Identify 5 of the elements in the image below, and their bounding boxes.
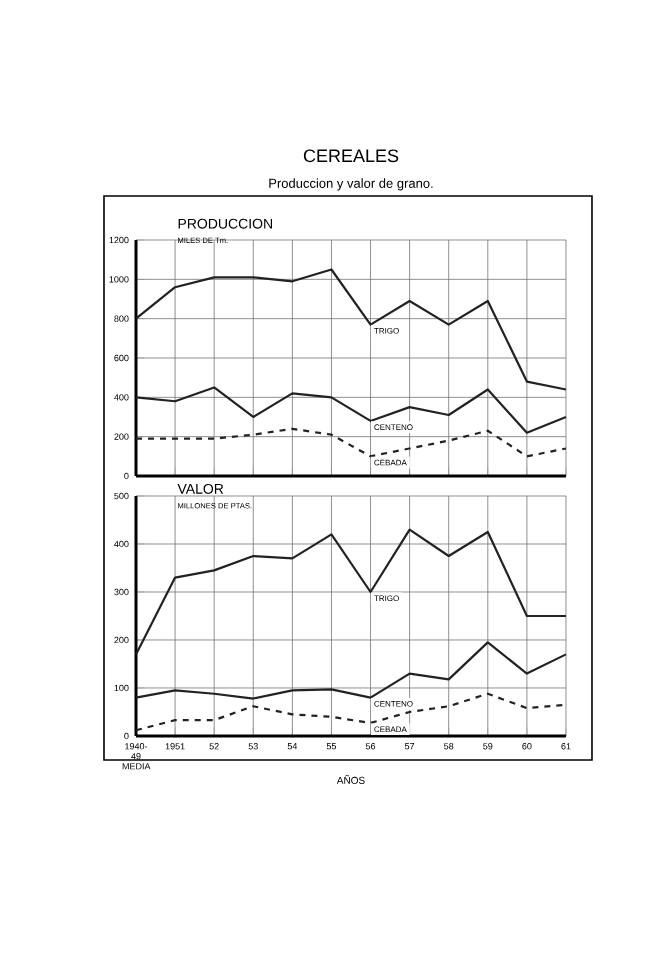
chart-title: CEREALES [303, 149, 399, 163]
line-series [134, 268, 568, 391]
line-series [134, 692, 568, 732]
line-series [134, 386, 568, 434]
line-series [134, 528, 568, 656]
